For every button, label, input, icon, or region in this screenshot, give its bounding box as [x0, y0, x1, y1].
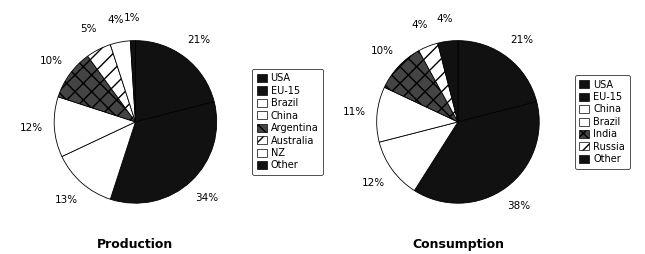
Text: 12%: 12%	[20, 123, 43, 133]
Title: Production: Production	[97, 238, 174, 251]
Text: 34%: 34%	[195, 193, 218, 203]
Wedge shape	[62, 122, 135, 199]
Wedge shape	[88, 45, 135, 122]
Wedge shape	[58, 56, 135, 122]
Wedge shape	[110, 41, 135, 122]
Wedge shape	[110, 102, 217, 203]
Text: 21%: 21%	[188, 35, 211, 45]
Text: 13%: 13%	[55, 195, 78, 205]
Wedge shape	[384, 51, 458, 122]
Wedge shape	[135, 41, 214, 122]
Wedge shape	[414, 102, 539, 203]
Legend: USA, EU-15, China, Brazil, India, Russia, Other: USA, EU-15, China, Brazil, India, Russia…	[575, 75, 630, 169]
Wedge shape	[438, 41, 458, 122]
Text: 4%: 4%	[108, 15, 124, 25]
Text: 21%: 21%	[510, 35, 533, 45]
Text: 10%: 10%	[371, 46, 393, 56]
Text: 4%: 4%	[412, 20, 428, 30]
Text: 10%: 10%	[40, 56, 63, 66]
Legend: USA, EU-15, Brazil, China, Argentina, Australia, NZ, Other: USA, EU-15, Brazil, China, Argentina, Au…	[252, 69, 323, 175]
Text: 11%: 11%	[342, 107, 366, 117]
Text: 1%: 1%	[124, 13, 141, 23]
Wedge shape	[130, 41, 135, 122]
Text: 38%: 38%	[508, 201, 531, 211]
Text: 5%: 5%	[80, 24, 97, 34]
Wedge shape	[377, 87, 458, 142]
Title: Consumption: Consumption	[412, 238, 504, 251]
Wedge shape	[379, 122, 458, 190]
Wedge shape	[54, 97, 135, 156]
Text: 4%: 4%	[437, 14, 453, 24]
Wedge shape	[419, 43, 458, 122]
Text: 12%: 12%	[362, 178, 385, 188]
Wedge shape	[458, 41, 537, 122]
